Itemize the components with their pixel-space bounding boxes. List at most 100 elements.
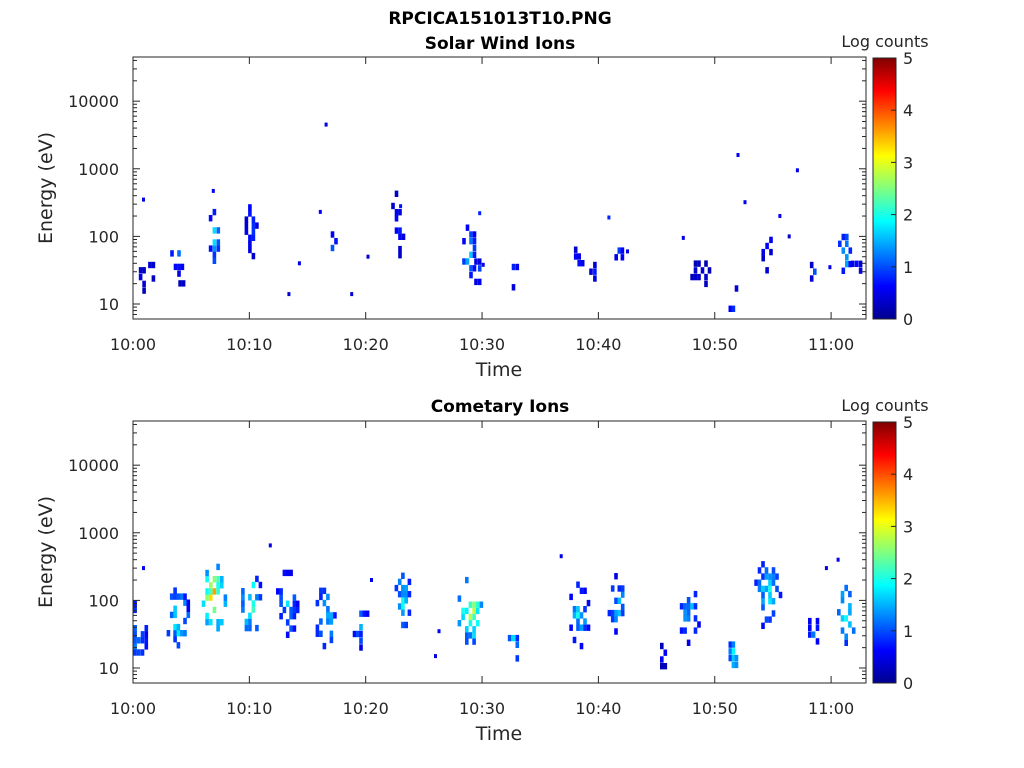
heatmap-cell [838,240,842,247]
heatmap-point [481,262,485,267]
heatmap-cell [326,612,330,619]
heatmap-cell [583,587,587,594]
heatmap-cell [401,584,405,592]
heatmap-cell [251,252,256,260]
solar-wind-panel: Solar Wind Ions Log counts 10:00 10:10 10:… [35,32,929,381]
heatmap-cell [761,561,765,568]
heatmap-cell [768,585,772,593]
heatmap-cell [397,603,402,610]
heatmap-cell [401,609,405,616]
colorbar-tick-label: 3 [903,153,913,172]
heatmap-cell [617,609,622,617]
heatmap-cell [359,630,363,638]
heatmap-cell [841,267,846,274]
heatmap-point [681,235,685,240]
heatmap-cell [707,267,712,274]
heatmap-point [211,188,215,193]
heatmap-cell [248,234,252,241]
heatmap-cell [216,582,220,589]
heatmap-cell [144,625,149,632]
heatmap-cell [394,584,399,592]
heatmap-cell [457,595,462,602]
heatmap-cell [728,648,733,655]
y-tick-label: 10000 [68,92,119,111]
heatmap-cell [216,239,221,246]
heatmap-point [743,200,747,205]
heatmap-cell [572,636,577,644]
x-tick-label: 10:30 [459,699,505,718]
heatmap-cell [465,576,469,584]
heatmap-cell [209,619,213,626]
heatmap-cell [844,584,848,592]
cometary-panel: Cometary Ions Log counts 10:00 10:10 10:20… [35,396,929,745]
heatmap-cell [507,634,512,642]
heatmap-cell [133,637,137,644]
heatmap-cell [764,585,769,593]
x-tick-label: 10:40 [575,335,621,354]
heatmap-cell [289,569,293,577]
heatmap-cell [472,638,476,645]
heatmap-cell [693,627,698,634]
heatmap-cell [840,590,845,598]
heatmap-cell [329,618,334,625]
heatmap-cell [216,576,220,583]
heatmap-cell [693,273,698,281]
heatmap-cell [844,615,848,622]
heatmap-cell [407,591,412,598]
heatmap-cell [472,265,477,272]
heatmap-cell [285,631,290,638]
heatmap-cell [761,598,765,605]
heatmap-cell [144,637,149,644]
heatmap-cell [205,612,209,620]
heatmap-point [399,204,403,209]
heatmap-cell [404,584,408,592]
heatmap-cell [858,267,863,274]
heatmap-cell [212,239,217,246]
heatmap-cell [764,616,769,623]
heatmap-cell [848,609,852,616]
heatmap-cell [401,233,406,240]
heatmap-cell [469,265,473,272]
heatmap-cell [212,208,217,216]
heatmap-cell [208,245,213,252]
heatmap-cell [398,209,402,216]
heatmap-cell [472,613,476,621]
heatmap-cell [251,600,256,607]
heatmap-cell [404,591,408,598]
heatmap-cell [285,569,290,577]
heatmap-cell [133,625,137,632]
heatmap-point [287,292,291,297]
colorbar-tick-label: 1 [903,622,913,641]
heatmap-cell [329,612,334,619]
colorbar-tick-label: 2 [903,206,913,225]
heatmap-cell [407,609,412,616]
cometary-colorbar-ticks: 0 1 2 3 4 5 [891,413,913,693]
heatmap-cell [573,253,578,260]
heatmap-cell [140,631,145,638]
heatmap-cell [465,638,469,645]
heatmap-cell [840,627,845,634]
x-tick-label: 10:50 [692,335,738,354]
heatmap-cell [212,227,217,234]
heatmap-cell [583,606,587,613]
heatmap-cell [186,599,191,606]
heatmap-cell [813,268,817,275]
heatmap-cell [144,643,149,650]
heatmap-cell [573,246,578,253]
y-tick-label: 1000 [78,160,119,179]
heatmap-cell [142,280,146,288]
heatmap-cell [577,260,581,267]
heatmap-cell [778,591,783,599]
heatmap-cell [848,621,852,628]
heatmap-cell [142,267,146,274]
heatmap-cell [679,627,684,634]
heatmap-cell [757,585,762,593]
heatmap-cell [583,618,587,625]
heatmap-cell [142,287,146,294]
heatmap-cell [851,260,855,267]
heatmap-cell [398,227,402,234]
heatmap-cell [223,594,228,601]
heatmap-cell [183,593,187,600]
heatmap-cell [848,247,853,254]
heatmap-cell [515,263,520,271]
